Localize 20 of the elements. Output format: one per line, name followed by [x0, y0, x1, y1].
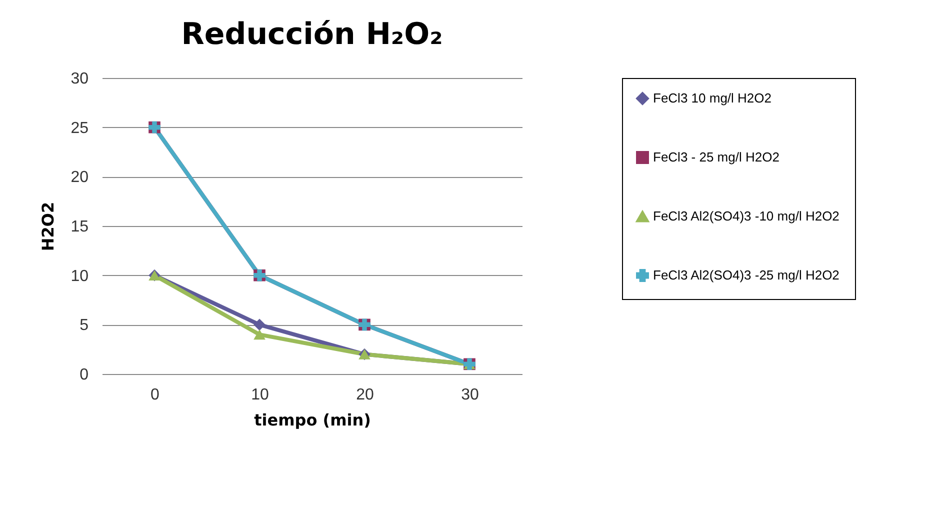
x-tick-label: 30 — [461, 386, 479, 404]
x-tick-label: 10 — [251, 386, 269, 404]
x-tick-label: 0 — [150, 386, 160, 404]
point — [254, 329, 266, 340]
legend-label: FeCl3 - 25 mg/l H2O2 — [653, 150, 780, 164]
y-tick-label: 30 — [70, 70, 89, 88]
y-tick-label: 20 — [70, 169, 89, 186]
y-tick-label: 5 — [80, 317, 89, 334]
y-tick-label: 15 — [70, 218, 89, 236]
legend-label: FeCl3 Al2(SO4)3 -25 mg/l H2O2 — [653, 268, 840, 282]
y-tick-label: 25 — [70, 120, 89, 137]
legend-label: FeCl3 10 mg/l H2O2 — [653, 90, 772, 106]
chart-title: Reducción H₂O₂ — [181, 17, 443, 52]
legend-label: FeCl3 Al2(SO4)3 -10 mg/l H2O2 — [653, 208, 840, 224]
y-axis-title: H2O2 — [38, 202, 58, 252]
point — [254, 318, 266, 331]
y-tick-label: 0 — [80, 366, 89, 384]
x-tick-label: 20 — [356, 386, 374, 404]
x-axis-title: tiempo (min) — [254, 410, 371, 430]
y-tick-label: 10 — [70, 268, 89, 285]
